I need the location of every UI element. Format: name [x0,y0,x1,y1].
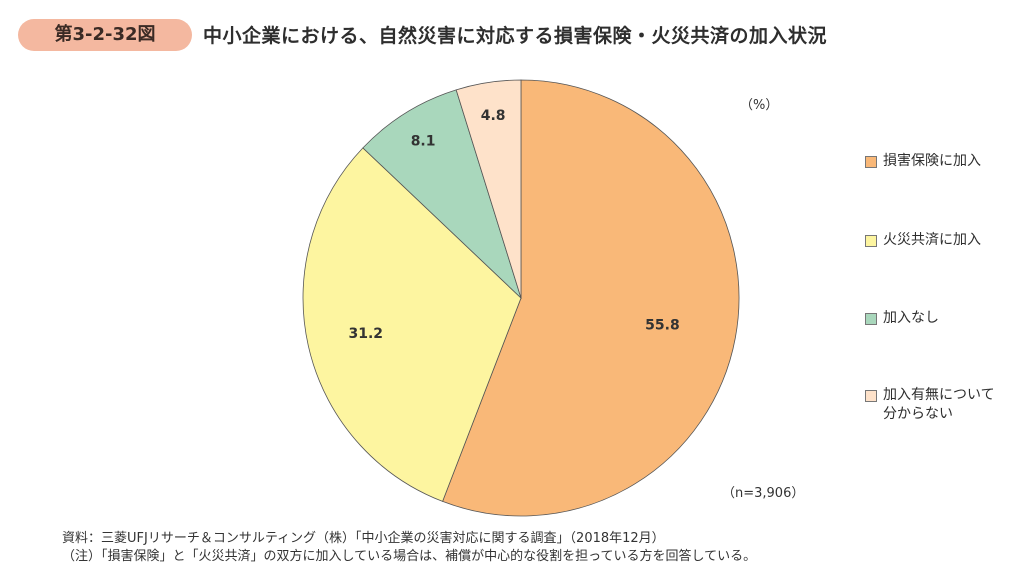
source-note: 資料：三菱UFJリサーチ＆コンサルティング（株）「中小企業の災害対応に関する調査… [62,531,665,546]
sample-size-label: （n=3,906） [722,486,805,501]
legend-swatch [865,156,877,168]
legend-item: 加入なし [865,309,939,328]
legend-swatch [865,313,877,325]
slice-data-label: 4.8 [481,108,506,124]
legend-item: 加入有無について 分からない [865,386,995,424]
pie-slice [455,79,522,299]
figure-number-badge: 第3-2-32図 [18,19,192,51]
pie-slice [362,89,522,300]
legend-swatch [865,390,877,402]
footnote: （注）「損害保険」と「火災共済」の双方に加入している場合は、補償が中心的な役割を… [62,549,757,564]
legend-item: 火災共済に加入 [865,231,981,250]
legend-label: 損害保険に加入 [883,153,981,169]
legend-label: 加入有無について 分からない [883,387,995,422]
chart-title: 中小企業における、自然災害に対応する損害保険・火災共済の加入状況 [203,25,828,47]
legend-label: 加入なし [883,310,939,326]
unit-label: （%） [740,98,779,113]
pie-slice [442,79,740,517]
slice-data-label: 31.2 [348,326,383,342]
slice-data-label: 55.8 [645,317,680,333]
legend-item: 損害保険に加入 [865,152,981,171]
pie-slice [302,147,522,502]
legend-label: 火災共済に加入 [883,232,981,248]
legend-swatch [865,235,877,247]
slice-data-label: 8.1 [411,134,436,150]
